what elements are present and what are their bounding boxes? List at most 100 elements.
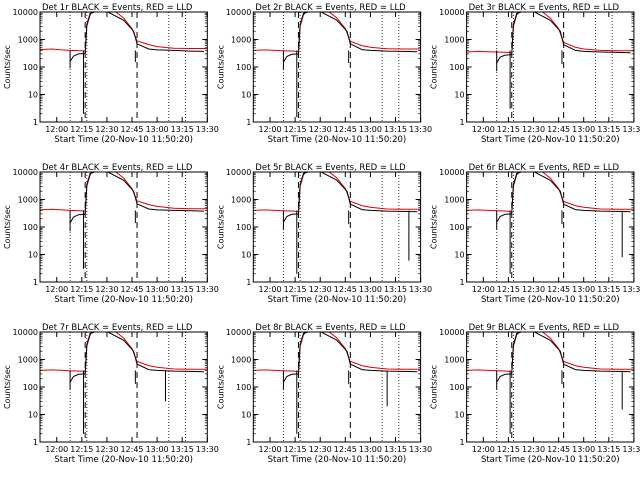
y-tick-label: 1000 [18,356,38,365]
y-tick-label: 1 [246,438,251,447]
plot-frame [39,171,208,283]
x-tick-label: 12:30 [95,285,118,294]
panel-det-7: 1 10 100 1000 10000 12:00 12:15 12:30 12:45 13:00… [3,323,219,465]
x-tick-label: 12:15 [497,445,520,454]
y-axis-label: Counts/sec [3,205,12,249]
y-tick-label: 10000 [226,168,251,177]
series-group [466,172,634,274]
y-tick-label: 1 [33,118,38,127]
x-tick-label: 12:00 [472,125,495,134]
events-series-line [282,172,418,223]
x-tick-label: 12:45 [334,125,357,134]
x-tick-label: 13:00 [359,285,382,294]
y-tick-label: 1000 [18,196,38,205]
plot-frame [39,331,208,443]
y-axis-label: Counts/sec [216,365,225,409]
panel-title: Det 5r BLACK = Events, RED = LLD [255,163,406,173]
x-tick-label: 13:30 [409,285,432,294]
panel-title: Det 3r BLACK = Events, RED = LLD [469,3,620,13]
y-tick-label: 1 [246,118,251,127]
y-axis-label: Counts/sec [430,205,439,249]
series-group [40,332,208,434]
plot-frame [252,11,422,123]
x-tick-label: 12:15 [284,285,307,294]
x-tick-label: 13:30 [196,285,219,294]
plot-frame [466,11,635,123]
x-tick-label: 12:00 [472,445,495,454]
x-axis-label: Start Time (20-Nov-10 11:50:20) [268,295,407,305]
panel-det-1: 1 10 100 1000 10000 12:00 12:15 12:30 12:45 13:00… [3,3,219,145]
y-tick-label: 10000 [226,328,251,337]
x-tick-label: 13:15 [384,125,407,134]
y-tick-label: 1 [246,278,251,287]
x-tick-label: 13:30 [409,125,432,134]
y-tick-label: 100 [236,63,251,72]
x-axis-label: Start Time (20-Nov-10 11:50:20) [481,295,620,305]
x-tick-label: 13:00 [146,445,169,454]
x-tick-label: 13:00 [572,125,595,134]
y-tick-label: 1000 [231,36,251,45]
x-tick-label: 12:45 [334,285,357,294]
y-tick-label: 10000 [226,8,251,17]
x-tick-label: 13:00 [572,445,595,454]
x-axis-label: Start Time (20-Nov-10 11:50:20) [481,455,620,465]
x-tick-label: 12:15 [70,125,93,134]
x-tick-label: 12:15 [284,445,307,454]
y-tick-label: 1000 [18,36,38,45]
lld-series-line [466,12,634,54]
y-tick-label: 10 [454,91,464,100]
y-tick-label: 1000 [444,196,464,205]
y-tick-label: 10 [241,91,251,100]
x-tick-label: 12:45 [547,445,570,454]
x-tick-label: 13:00 [146,285,169,294]
x-tick-label: 12:15 [284,125,307,134]
y-tick-label: 10 [28,91,38,100]
series-group [253,12,421,118]
y-tick-label: 10 [241,411,251,420]
lld-series-line [40,12,208,52]
x-tick-label: 13:30 [622,285,640,294]
series-group [40,172,208,269]
panel-title: Det 6r BLACK = Events, RED = LLD [469,163,620,173]
y-tick-label: 1 [460,438,465,447]
y-tick-label: 1000 [444,356,464,365]
x-axis-label: Start Time (20-Nov-10 11:50:20) [268,135,407,145]
panel-title: Det 2r BLACK = Events, RED = LLD [255,3,406,13]
x-tick-label: 12:00 [258,285,281,294]
x-tick-label: 12:30 [522,445,545,454]
y-tick-label: 10 [28,411,38,420]
x-tick-label: 12:15 [70,445,93,454]
x-tick-label: 12:15 [497,285,520,294]
x-tick-label: 12:45 [334,445,357,454]
panel-det-9: 1 10 100 1000 10000 12:00 12:15 12:30 12:45 13:00… [430,323,640,465]
events-series-line [496,12,631,64]
x-tick-label: 12:45 [120,285,143,294]
series-group [466,332,634,434]
x-tick-label: 12:45 [547,125,570,134]
lld-series-line [253,332,421,372]
y-tick-label: 100 [23,383,38,392]
panel-det-3: 1 10 100 1000 10000 12:00 12:15 12:30 12:45 13:00… [430,3,640,145]
plot-frame [39,11,208,123]
panel-det-8: 1 10 100 1000 10000 12:00 12:15 12:30 12:45 13:00… [216,323,432,465]
plot-frame [252,331,422,443]
y-tick-label: 10000 [439,328,464,337]
y-axis-label: Counts/sec [3,45,12,89]
x-tick-label: 12:45 [547,285,570,294]
events-series-line [282,332,418,383]
panel-det-5: 1 10 100 1000 10000 12:00 12:15 12:30 12:45 13:00… [216,163,432,305]
plot-frame [252,171,422,283]
panel-title: Det 4r BLACK = Events, RED = LLD [42,163,193,173]
y-tick-label: 100 [23,63,38,72]
events-series-line [69,12,205,62]
x-tick-label: 13:30 [196,125,219,134]
x-tick-label: 13:30 [409,445,432,454]
x-tick-label: 12:30 [95,445,118,454]
y-tick-label: 10 [454,411,464,420]
x-tick-label: 13:15 [597,285,620,294]
panel-det-2: 1 10 100 1000 10000 12:00 12:15 12:30 12:45 13:00… [216,3,432,145]
y-tick-label: 10 [28,251,38,260]
panel-det-6: 1 10 100 1000 10000 12:00 12:15 12:30 12:45 13:00… [430,163,640,305]
plot-frame [466,171,635,283]
x-tick-label: 13:15 [171,285,194,294]
